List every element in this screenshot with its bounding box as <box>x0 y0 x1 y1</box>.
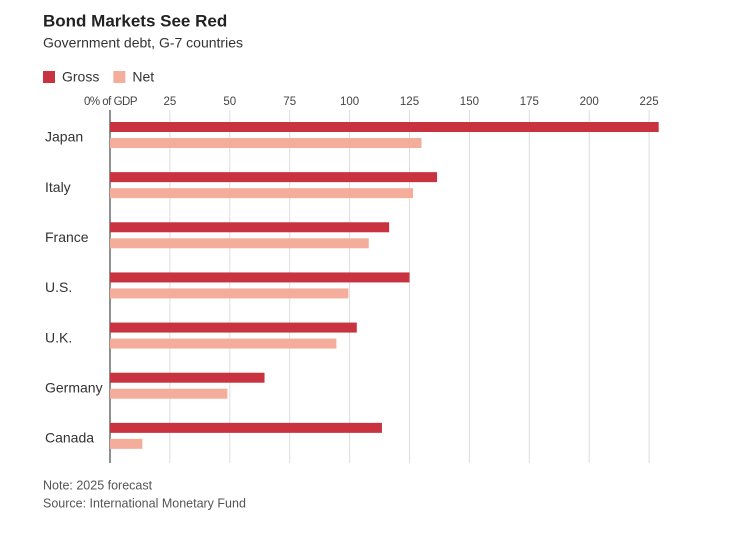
bar <box>110 272 410 283</box>
bar <box>110 288 349 299</box>
x-tick-label: 100 <box>340 96 359 108</box>
x-tick-label: 75 <box>283 96 296 108</box>
category-label: Italy <box>45 179 71 195</box>
bar <box>110 238 369 249</box>
chart-subtitle: Government debt, G-7 countries <box>43 35 243 51</box>
legend-swatch <box>43 71 55 83</box>
bar <box>110 338 337 349</box>
legend-label: Net <box>132 69 154 85</box>
bar <box>110 172 438 183</box>
category-label: France <box>45 229 89 245</box>
bar <box>110 138 422 148</box>
bar <box>110 422 382 433</box>
bar <box>110 222 390 233</box>
x-tick-label: 25 <box>164 96 177 108</box>
bar <box>110 388 228 399</box>
category-label: Canada <box>45 430 94 446</box>
chart-title: Bond Markets See Red <box>43 11 227 30</box>
bar <box>110 322 357 333</box>
x-tick-label: 0% of GDP <box>84 96 138 108</box>
note: Note: 2025 forecast <box>43 478 153 492</box>
category-label: U.S. <box>45 279 72 295</box>
source: Source: International Monetary Fund <box>43 496 246 510</box>
x-tick-label: 50 <box>223 96 236 108</box>
x-tick-label: 150 <box>460 96 479 108</box>
category-label: Japan <box>45 129 83 145</box>
category-label: U.K. <box>45 329 72 345</box>
x-tick-label: 225 <box>640 96 659 108</box>
x-tick-label: 200 <box>580 96 599 108</box>
bar <box>110 438 143 449</box>
bar <box>110 122 659 132</box>
bar <box>110 188 414 199</box>
x-tick-label: 125 <box>400 96 419 108</box>
x-tick-label: 175 <box>520 96 539 108</box>
legend-label: Gross <box>62 69 99 85</box>
category-label: Germany <box>45 379 103 395</box>
bar <box>110 372 265 383</box>
legend-swatch <box>113 71 126 83</box>
